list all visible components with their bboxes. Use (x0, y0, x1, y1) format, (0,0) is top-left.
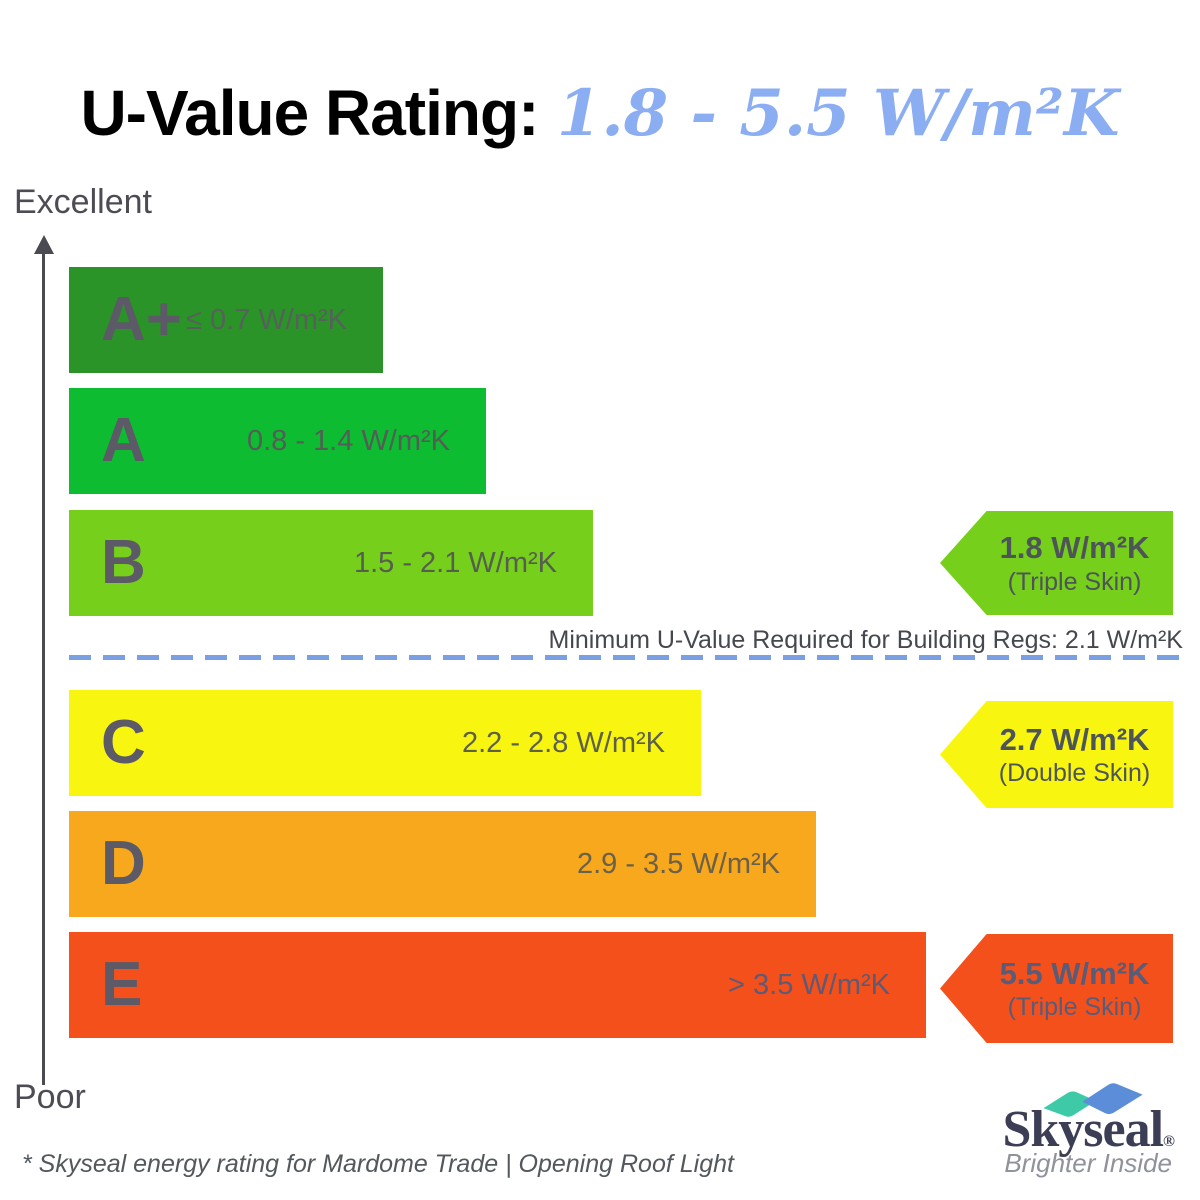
callout-arrow-triple-skin-e: 5.5 W/m²K (Triple Skin) (940, 934, 1173, 1043)
rating-range: > 3.5 W/m²K (728, 968, 890, 1001)
page-title: U-Value Rating: 1.8 - 5.5 W/m²K (0, 76, 1200, 151)
rating-bar-e: E > 3.5 W/m²K (69, 932, 926, 1038)
callout-label: (Double Skin) (998, 759, 1151, 788)
callout-arrow-triple-skin-b: 1.8 W/m²K (Triple Skin) (940, 511, 1173, 615)
building-regs-threshold-label: Minimum U-Value Required for Building Re… (548, 626, 1184, 654)
skyseal-logo-mark-icon (1043, 1083, 1143, 1117)
rating-letter: E (101, 950, 143, 1019)
rating-range: 2.9 - 3.5 W/m²K (576, 847, 780, 880)
rating-bar-b: B 1.5 - 2.1 W/m²K (69, 510, 593, 616)
rating-letter: D (101, 829, 146, 898)
logo-wordmark: Skyseal (1002, 1101, 1164, 1158)
skyseal-logo-name: Skyseal® (1002, 1100, 1175, 1159)
callout-arrow-double-skin-c: 2.7 W/m²K (Double Skin) (940, 701, 1173, 808)
skyseal-logo-tagline: Brighter Inside (1004, 1148, 1172, 1178)
rating-letter: A (101, 406, 146, 475)
axis-line (42, 253, 45, 1085)
callout-value: 5.5 W/m²K (999, 955, 1150, 991)
rating-letter: C (101, 708, 146, 777)
title-range-value: 1.8 - 5.5 W/m²K (556, 76, 1120, 151)
rating-letter: B (101, 528, 146, 597)
rating-letter: A+ (101, 285, 182, 354)
axis-label-poor: Poor (14, 1078, 86, 1116)
callout-label: (Triple Skin) (1007, 567, 1142, 596)
rating-range: ≤ 0.7 W/m²K (186, 303, 347, 336)
title-prefix: U-Value Rating: (80, 77, 539, 149)
rating-range: 2.2 - 2.8 W/m²K (461, 726, 665, 759)
callout-value: 2.7 W/m²K (999, 721, 1150, 757)
callout-label: (Triple Skin) (1007, 993, 1142, 1022)
rating-range: 0.8 - 1.4 W/m²K (246, 424, 450, 457)
callout-value: 1.8 W/m²K (999, 530, 1150, 566)
rating-range: 1.5 - 2.1 W/m²K (353, 546, 557, 579)
rating-bar-a-plus: A+ ≤ 0.7 W/m²K (69, 267, 383, 373)
footnote: * Skyseal energy rating for Mardome Trad… (22, 1150, 734, 1178)
rating-bar-a: A 0.8 - 1.4 W/m²K (69, 388, 486, 494)
skyseal-logo: Skyseal® Brighter Inside (974, 1082, 1175, 1182)
axis-arrow-up-icon (34, 235, 54, 254)
building-regs-threshold-line (69, 655, 1185, 660)
rating-bar-c: C 2.2 - 2.8 W/m²K (69, 690, 701, 796)
rating-bar-d: D 2.9 - 3.5 W/m²K (69, 811, 816, 917)
registered-trademark-icon: ® (1163, 1133, 1175, 1150)
axis-label-excellent: Excellent (14, 183, 152, 221)
